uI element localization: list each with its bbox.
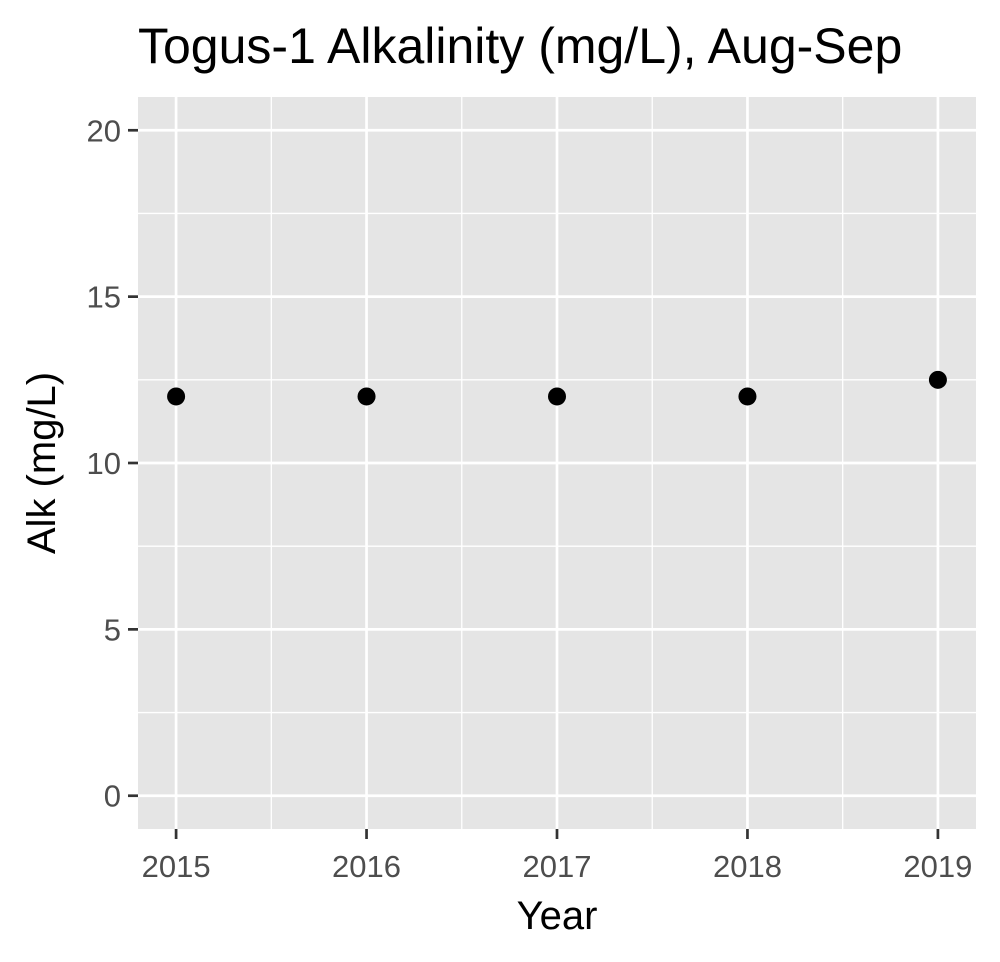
y-tick-label: 0	[104, 779, 121, 814]
x-axis-title: Year	[517, 894, 598, 938]
y-tick-label: 15	[87, 280, 121, 315]
chart-title: Togus-1 Alkalinity (mg/L), Aug-Sep	[138, 18, 902, 74]
y-axis-title: Alk (mg/L)	[20, 372, 64, 554]
y-tick-label: 10	[87, 446, 121, 481]
major-gridlines	[138, 97, 976, 829]
x-tick-label: 2019	[903, 849, 972, 884]
data-point	[928, 370, 947, 389]
x-axis: 2015 2016 2017 2018 2019	[142, 829, 972, 884]
data-points	[167, 370, 947, 406]
data-point	[357, 387, 376, 406]
y-axis: 0 5 10 15 20	[87, 113, 138, 814]
x-tick-label: 2015	[142, 849, 211, 884]
data-point	[167, 387, 186, 406]
y-tick-label: 20	[87, 113, 121, 148]
y-tick-label: 5	[104, 612, 121, 647]
data-point	[738, 387, 757, 406]
x-tick-label: 2016	[332, 849, 401, 884]
x-tick-label: 2017	[523, 849, 592, 884]
data-point	[548, 387, 566, 406]
x-tick-label: 2018	[713, 849, 782, 884]
